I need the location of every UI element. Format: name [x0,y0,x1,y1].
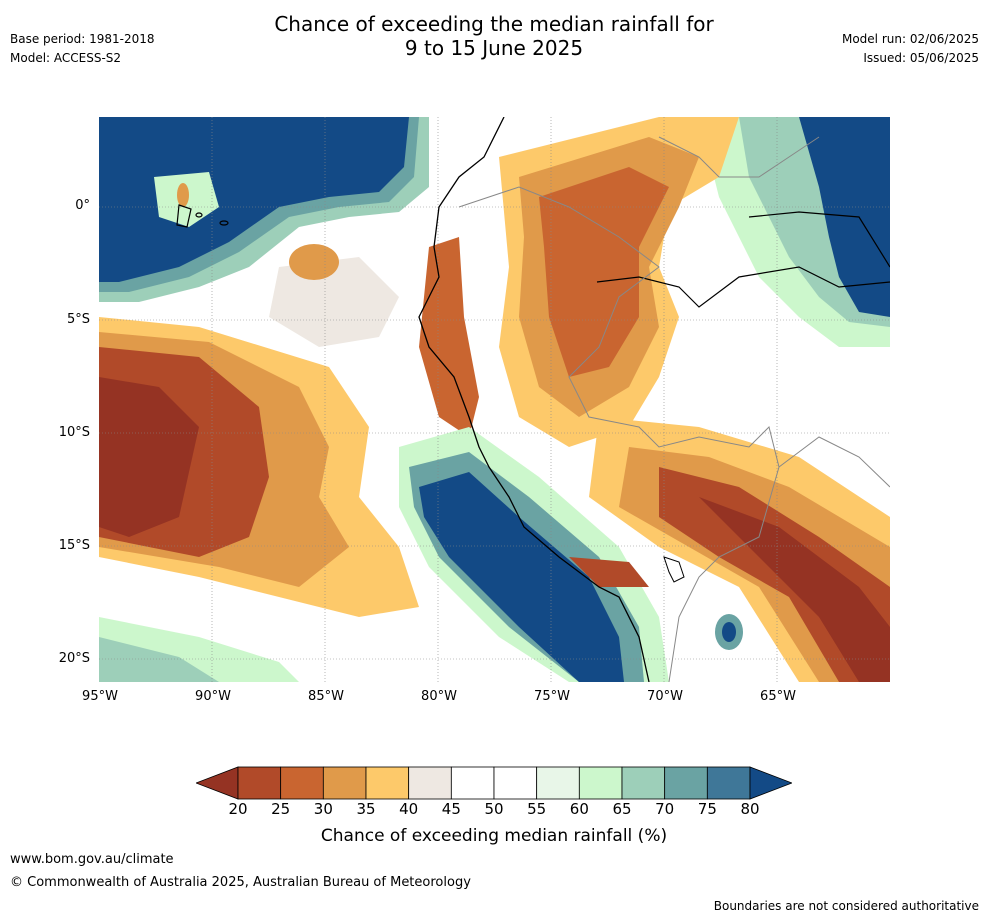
lat-label-20s: 20°S [58,651,90,666]
colorbar-bin [365,766,410,800]
colorbar-bin [664,766,708,800]
colorbar-bin [578,766,623,800]
colorbar-tick-label: 55 [527,800,547,818]
lon-label-90w: 90°W [195,689,231,704]
lon-label-70w: 70°W [647,689,683,704]
coastline [418,117,650,682]
colorbar-tick-label: 25 [271,800,291,818]
colorbar-tick-label: 65 [612,800,632,818]
base-period-label: Base period: 1981-2018 [10,32,155,46]
colorbar-bin [706,766,751,800]
colorbar-tick-label: 50 [484,800,504,818]
lon-label-65w: 65°W [760,689,796,704]
wet-spot-inland-core [722,622,736,642]
wet-region-peru-core [419,472,624,682]
colorbar-tick-label: 70 [655,800,675,818]
northern-river [748,211,890,268]
colorbar-bin [621,766,666,800]
colorbar-low-extend [196,766,239,800]
country-boundaries-north [658,136,820,178]
model-run-label: Model run: 02/06/2025 [841,32,979,46]
lon-label-80w: 80°W [421,689,457,704]
colorbar-bin [237,766,282,800]
colorbar-label: Chance of exceeding median rainfall (%) [320,826,668,846]
lon-label-85w: 85°W [308,689,344,704]
neutral-patch-1 [269,257,399,347]
colorbar-tick-label: 20 [228,800,248,818]
colorbar-bin [493,766,538,800]
footer-disclaimer: Boundaries are not considered authoritat… [713,899,979,913]
country-boundaries [458,186,780,682]
colorbar-bin [322,766,367,800]
wet-region-sw-core [99,637,219,682]
colorbar-bin [280,766,324,800]
dry-spot-offshore [289,244,339,280]
dry-spot-southern-peru [569,557,649,587]
map-title-line1: Chance of exceeding the median rainfall … [274,12,714,36]
lon-label-75w: 75°W [534,689,570,704]
colorbar-tick-label: 45 [441,800,461,818]
country-boundaries-east [778,436,890,488]
model-label: Model: ACCESS-S2 [10,51,122,65]
colorbar-tick-label: 80 [740,800,760,818]
lon-label-95w: 95°W [82,689,118,704]
colorbar [196,766,792,800]
colorbar-tick-label: 60 [569,800,589,818]
wet-region-nw-core [99,117,409,282]
lat-label-0: 0° [75,198,90,213]
galapagos-islands [176,204,229,228]
map-title: Chance of exceeding the median rainfall … [0,12,988,60]
rainfall-probability-map [99,117,890,682]
galapagos-dry-spot [177,183,189,207]
amazon-river [596,266,890,308]
colorbar-bin [536,766,580,800]
wet-region-ne-core [799,117,890,317]
colorbar-bin [450,766,495,800]
lat-label-15s: 15°S [58,538,90,553]
lake-titicaca [663,556,685,583]
map-title-line2: 9 to 15 June 2025 [404,36,584,60]
footer-copyright: © Commonwealth of Australia 2025, Austra… [10,875,471,890]
colorbar-high-extend [749,766,792,800]
colorbar-tick-label: 35 [356,800,376,818]
colorbar-tick-label: 75 [697,800,717,818]
footer-url: www.bom.gov.au/climate [10,852,174,867]
dry-region-amazon-core [539,167,669,377]
colorbar-tick-label: 40 [399,800,419,818]
dry-region-west-extreme [99,377,199,537]
graticule [99,117,890,682]
lat-label-10s: 10°S [58,425,90,440]
issued-label: Issued: 05/06/2025 [863,51,979,65]
colorbar-bin [408,766,452,800]
lat-label-5s: 5°S [66,312,90,327]
map-canvas [99,117,890,682]
colorbar-tick-label: 30 [313,800,333,818]
